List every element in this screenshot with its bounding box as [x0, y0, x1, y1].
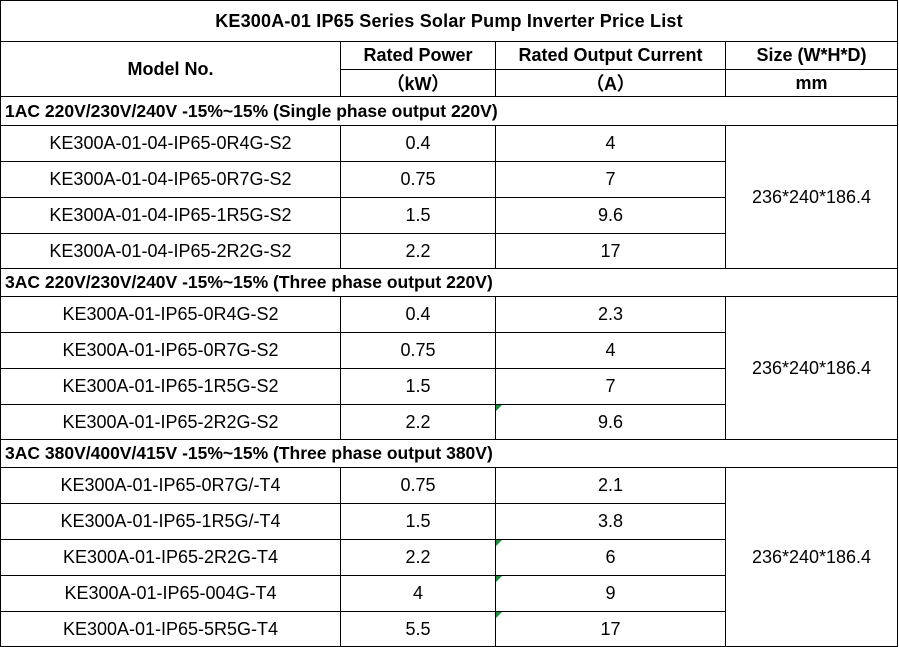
power-cell: 0.75: [340, 467, 496, 504]
header-power: Rated Power: [340, 41, 496, 70]
power-cell: 0.4: [340, 125, 496, 162]
power-cell: 2.2: [340, 233, 496, 269]
power-cell: 1.5: [340, 503, 496, 540]
power-cell: 1.5: [340, 197, 496, 234]
size-cell: 236*240*186.4: [725, 125, 898, 269]
current-cell: 9: [495, 575, 726, 612]
power-cell: 0.75: [340, 161, 496, 198]
header-power-unit: （kW）: [340, 69, 496, 97]
model-cell: KE300A-01-IP65-0R4G-S2: [0, 296, 341, 333]
model-cell: KE300A-01-04-IP65-0R7G-S2: [0, 161, 341, 198]
power-cell: 0.75: [340, 332, 496, 369]
model-cell: KE300A-01-04-IP65-0R4G-S2: [0, 125, 341, 162]
model-cell: KE300A-01-04-IP65-2R2G-S2: [0, 233, 341, 269]
size-cell: 236*240*186.4: [725, 296, 898, 440]
table-row: KE300A-01-IP65-5R5G-T4 5.5 17: [0, 611, 898, 647]
power-cell: 0.4: [340, 296, 496, 333]
current-cell: 7: [495, 161, 726, 198]
current-cell: 4: [495, 332, 726, 369]
current-cell: 7: [495, 368, 726, 405]
current-value: 6: [605, 547, 616, 567]
current-cell: 3.8: [495, 503, 726, 540]
current-cell: 6: [495, 539, 726, 576]
model-cell: KE300A-01-IP65-1R5G-S2: [0, 368, 341, 405]
power-cell: 4: [340, 575, 496, 612]
current-cell: 9.6: [495, 197, 726, 234]
current-value: 9: [605, 583, 616, 603]
power-cell: 2.2: [340, 539, 496, 576]
current-cell: 9.6: [495, 404, 726, 440]
table-row: KE300A-01-IP65-0R4G-S2 0.4 2.3 236*240*186.…: [0, 296, 898, 440]
current-value: 9.6: [597, 411, 624, 432]
section-header: 3AC 220V/230V/240V -15%~15% (Three phase…: [0, 268, 898, 297]
section-header: 3AC 380V/400V/415V -15%~15% (Three phase…: [0, 439, 898, 468]
model-cell: KE300A-01-IP65-004G-T4: [0, 575, 341, 612]
cell-note-marker-icon: [496, 612, 502, 618]
model-cell: KE300A-01-IP65-2R2G-S2: [0, 404, 341, 440]
current-cell: 2.1: [495, 467, 726, 504]
table-row: KE300A-01-IP65-0R7G/-T4 0.75 2.1 236*240*18…: [0, 467, 898, 647]
header-size: Size (W*H*D): [725, 41, 898, 70]
header-size-unit: mm: [725, 69, 898, 97]
current-value: 17: [600, 618, 621, 639]
current-cell: 2.3: [495, 296, 726, 333]
header-current-unit: （A）: [495, 69, 726, 97]
table-row: KE300A-01-04-IP65-0R7G-S2 0.75 7: [0, 161, 898, 198]
power-cell: 5.5: [340, 611, 496, 647]
model-cell: KE300A-01-04-IP65-1R5G-S2: [0, 197, 341, 234]
power-cell: 2.2: [340, 404, 496, 440]
table-row: KE300A-01-04-IP65-0R4G-S2 0.4 4 236*240*186…: [0, 125, 898, 269]
model-cell: KE300A-01-IP65-0R7G/-T4: [0, 467, 341, 504]
table-row: KE300A-01-IP65-0R7G-S2 0.75 4: [0, 332, 898, 369]
table-row: KE300A-01-IP65-1R5G/-T4 1.5 3.8: [0, 503, 898, 540]
current-cell: 17: [495, 611, 726, 647]
table-row: KE300A-01-04-IP65-2R2G-S2 2.2 17: [0, 233, 898, 269]
model-cell: KE300A-01-IP65-0R7G-S2: [0, 332, 341, 369]
table-row: KE300A-01-IP65-004G-T4 4 9: [0, 575, 898, 612]
model-cell: KE300A-01-IP65-2R2G-T4: [0, 539, 341, 576]
cell-note-marker-icon: [496, 540, 502, 546]
page-title: KE300A-01 IP65 Series Solar Pump Inverte…: [0, 0, 898, 42]
cell-note-marker-icon: [496, 405, 502, 411]
section-header: 1AC 220V/230V/240V -15%~15% (Single phas…: [0, 96, 898, 126]
model-cell: KE300A-01-IP65-5R5G-T4: [0, 611, 341, 647]
table-row: KE300A-01-IP65-2R2G-S2 2.2 9.6: [0, 404, 898, 440]
header-current: Rated Output Current: [495, 41, 726, 70]
model-cell: KE300A-01-IP65-1R5G/-T4: [0, 503, 341, 540]
cell-note-marker-icon: [496, 576, 502, 582]
current-cell: 17: [495, 233, 726, 269]
power-cell: 1.5: [340, 368, 496, 405]
header-model: Model No.: [0, 41, 341, 97]
current-cell: 4: [495, 125, 726, 162]
size-cell: 236*240*186.4: [725, 467, 898, 647]
